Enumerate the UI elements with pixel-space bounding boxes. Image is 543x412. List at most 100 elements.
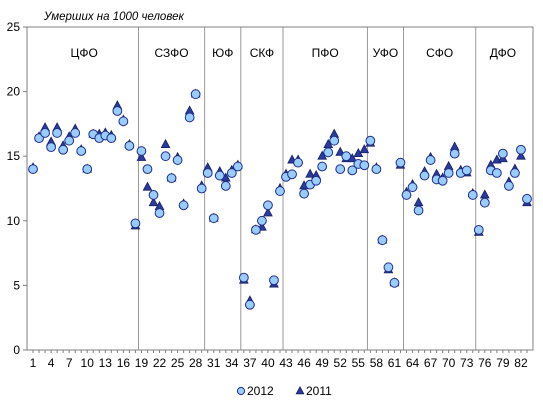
y-tick-label: 10 bbox=[7, 214, 21, 228]
legend-label-2012: 2012 bbox=[247, 384, 274, 398]
region-label: СКФ bbox=[250, 46, 274, 60]
point-2012 bbox=[232, 161, 243, 172]
point-2012 bbox=[522, 193, 532, 204]
x-tick-label: 79 bbox=[496, 356, 510, 370]
point-2012 bbox=[510, 168, 520, 178]
point-2012 bbox=[196, 183, 207, 194]
y-tick-label: 25 bbox=[7, 20, 21, 34]
region-label: ПФО bbox=[312, 46, 339, 60]
y-tick-label: 0 bbox=[13, 343, 20, 357]
x-tick-label: 7 bbox=[66, 356, 73, 370]
point-2012 bbox=[383, 262, 394, 273]
point-2012 bbox=[136, 146, 147, 156]
point-2012 bbox=[335, 164, 346, 175]
point-2012 bbox=[178, 200, 189, 211]
point-2012 bbox=[317, 161, 328, 172]
point-2012 bbox=[413, 205, 424, 216]
point-2012 bbox=[124, 140, 135, 151]
point-2012 bbox=[504, 181, 514, 191]
point-2011 bbox=[413, 197, 424, 207]
point-2012 bbox=[377, 235, 388, 246]
point-2012 bbox=[293, 157, 303, 168]
y-tick-label: 5 bbox=[13, 278, 20, 292]
point-2011 bbox=[359, 144, 370, 154]
region-label: ДФО bbox=[490, 46, 516, 60]
y-axis-label: Умерших на 1000 человек bbox=[43, 11, 184, 23]
point-2012 bbox=[142, 164, 153, 175]
point-2012 bbox=[238, 272, 249, 283]
point-2011 bbox=[305, 168, 315, 178]
x-tick-label: 40 bbox=[261, 356, 275, 370]
point-2012 bbox=[184, 112, 195, 123]
point-2012 bbox=[473, 224, 484, 235]
x-tick-label: 76 bbox=[478, 356, 492, 370]
point-2012 bbox=[461, 165, 472, 176]
x-tick-label: 28 bbox=[189, 356, 203, 370]
point-2012 bbox=[148, 190, 159, 200]
x-axis: 1 4 7 10 13 16 19 22 25 28 31 34 37 40 43 46 49 52 55 58 61 6… bbox=[30, 350, 528, 370]
region-label: СЗФО bbox=[155, 46, 189, 60]
series-2011 bbox=[28, 88, 532, 305]
point-2012 bbox=[287, 169, 297, 180]
point-2011 bbox=[317, 150, 328, 160]
point-2012 bbox=[82, 164, 93, 175]
point-2012 bbox=[244, 299, 255, 310]
x-tick-label: 46 bbox=[297, 356, 311, 370]
point-2012 bbox=[401, 190, 412, 200]
region-separators bbox=[138, 27, 477, 350]
x-tick-label: 19 bbox=[135, 356, 149, 370]
point-2012 bbox=[467, 190, 478, 200]
point-2012 bbox=[40, 128, 50, 138]
point-2011 bbox=[142, 181, 153, 191]
y-tick-label: 20 bbox=[7, 85, 21, 99]
x-tick-label: 55 bbox=[352, 356, 366, 370]
point-2012 bbox=[395, 157, 406, 168]
point-2012 bbox=[251, 224, 261, 235]
x-tick-label: 34 bbox=[225, 356, 239, 370]
point-2012 bbox=[365, 135, 376, 146]
point-2012 bbox=[449, 148, 460, 159]
point-2011 bbox=[263, 207, 273, 217]
point-2012 bbox=[389, 277, 400, 288]
region-label: ЦФО bbox=[71, 46, 98, 60]
y-axis: 0 5 10 15 20 25 bbox=[7, 20, 27, 357]
legend-marker-2012 bbox=[236, 386, 246, 396]
point-2012 bbox=[329, 135, 340, 146]
point-2012 bbox=[130, 218, 141, 229]
point-2012 bbox=[371, 164, 382, 175]
point-2012 bbox=[323, 147, 334, 158]
point-2012 bbox=[419, 170, 430, 181]
x-tick-label: 13 bbox=[99, 356, 113, 370]
point-2012 bbox=[516, 144, 526, 155]
point-2011 bbox=[160, 138, 171, 148]
point-2012 bbox=[202, 168, 213, 178]
data-points bbox=[28, 88, 532, 310]
x-tick-label: 73 bbox=[460, 356, 474, 370]
point-2012 bbox=[214, 170, 225, 181]
legend: 2012 2011 bbox=[236, 384, 332, 398]
point-2011 bbox=[136, 151, 147, 161]
point-2012 bbox=[359, 160, 370, 171]
point-2012 bbox=[46, 142, 56, 153]
legend-marker-2011 bbox=[295, 385, 305, 395]
point-2012 bbox=[106, 133, 117, 144]
point-2012 bbox=[220, 181, 231, 191]
x-tick-label: 70 bbox=[442, 356, 456, 370]
point-2011 bbox=[516, 150, 526, 160]
x-tick-label: 37 bbox=[243, 356, 257, 370]
point-2012 bbox=[257, 215, 267, 226]
point-2011 bbox=[479, 189, 490, 199]
point-2012 bbox=[479, 197, 490, 208]
point-2012 bbox=[154, 208, 165, 218]
x-tick-label: 49 bbox=[315, 356, 329, 370]
region-label: УФО bbox=[373, 46, 399, 60]
point-2012 bbox=[341, 151, 352, 162]
x-tick-label: 82 bbox=[514, 356, 528, 370]
point-2012 bbox=[263, 200, 273, 211]
point-2012 bbox=[172, 155, 183, 165]
point-2012 bbox=[347, 165, 358, 176]
point-2012 bbox=[299, 188, 309, 199]
x-tick-label: 16 bbox=[117, 356, 131, 370]
region-labels: ЦФО СЗФО ЮФ СКФ ПФО УФО СФО ДФО bbox=[71, 46, 516, 60]
